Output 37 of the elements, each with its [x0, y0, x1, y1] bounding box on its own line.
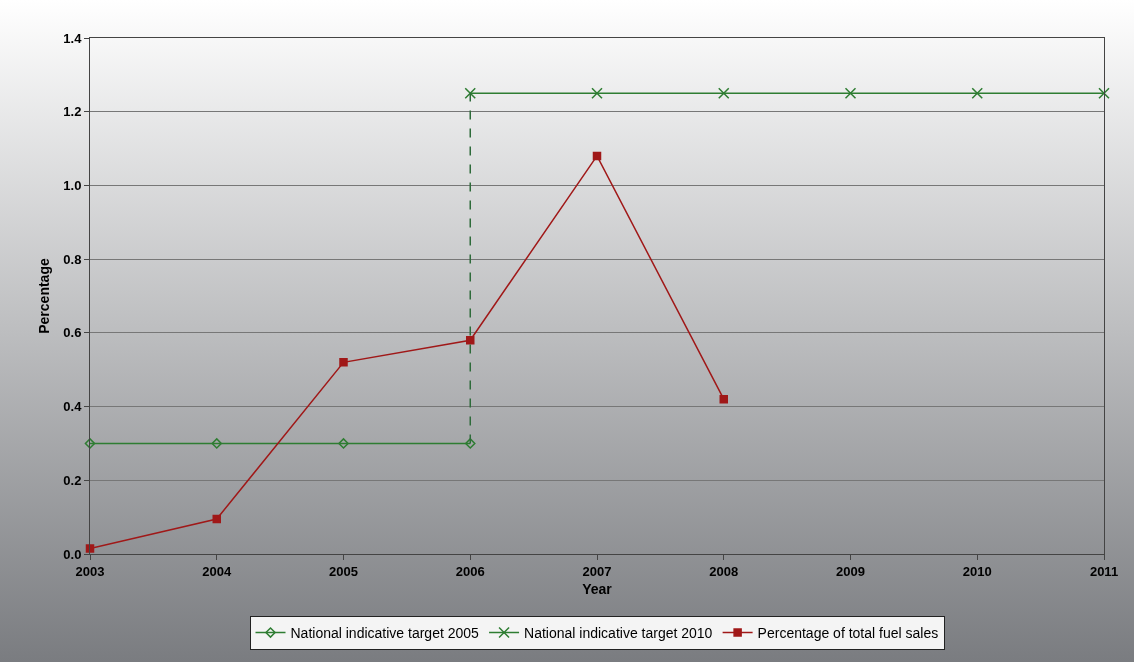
legend-label: National indicative target 2010: [524, 624, 713, 641]
x-tick-label: 2010: [962, 563, 992, 579]
x-tick-label: 2009: [836, 563, 865, 579]
y-tick-label: 1.2: [63, 104, 82, 120]
x-tick-label: 2008: [709, 563, 739, 579]
x-tick-label: 2011: [1089, 563, 1119, 579]
point: [719, 394, 728, 404]
y-tick-label: 0.6: [63, 325, 82, 341]
point: [844, 87, 857, 100]
point: [466, 335, 475, 345]
x-axis-title: Year: [582, 580, 613, 597]
point: [212, 514, 221, 524]
legend-label: Percentage of total fuel sales: [757, 624, 939, 641]
point: [591, 87, 603, 100]
x-tick-label: 2003: [75, 563, 105, 579]
point: [1098, 87, 1110, 100]
y-axis-title: Percentage: [35, 258, 52, 334]
point: [971, 87, 983, 100]
point: [211, 438, 223, 449]
y-tick-label: 1.4: [63, 30, 83, 46]
y-tick-label: 1.0: [63, 177, 82, 193]
point: [338, 438, 349, 449]
point: [464, 438, 476, 449]
x-tick-label: 2004: [202, 563, 232, 579]
y-tick-label: 0.8: [63, 251, 82, 267]
x-tick-label: 2005: [329, 563, 358, 579]
y-tick-label: 0.0: [63, 546, 82, 562]
point: [84, 438, 96, 449]
point: [339, 358, 348, 367]
x-tick-label: 2007: [582, 563, 612, 579]
legend-label: National indicative target 2005: [290, 624, 480, 641]
point: [464, 87, 476, 100]
y-tick-label: 0.2: [63, 472, 82, 488]
point: [718, 87, 730, 100]
point: [592, 151, 602, 161]
y-tick-label: 0.4: [63, 399, 83, 415]
x-tick-label: 2006: [455, 563, 485, 579]
